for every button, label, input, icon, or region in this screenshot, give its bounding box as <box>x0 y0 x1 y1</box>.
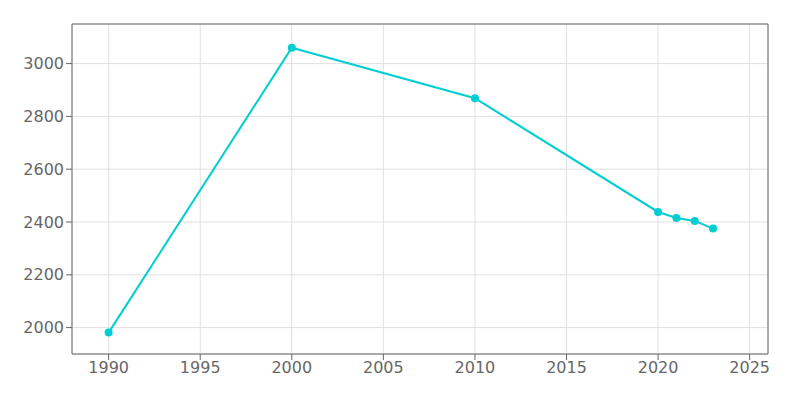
svg-text:2010: 2010 <box>455 358 496 377</box>
svg-text:2015: 2015 <box>546 358 587 377</box>
svg-text:2400: 2400 <box>23 213 64 232</box>
svg-text:2200: 2200 <box>23 265 64 284</box>
svg-text:1990: 1990 <box>88 358 129 377</box>
svg-text:2000: 2000 <box>23 318 64 337</box>
svg-text:3000: 3000 <box>23 54 64 73</box>
svg-text:2025: 2025 <box>729 358 770 377</box>
svg-text:2005: 2005 <box>363 358 404 377</box>
svg-text:2000: 2000 <box>271 358 312 377</box>
svg-text:2600: 2600 <box>23 160 64 179</box>
svg-text:1995: 1995 <box>180 358 221 377</box>
svg-text:2020: 2020 <box>638 358 679 377</box>
svg-text:2800: 2800 <box>23 107 64 126</box>
